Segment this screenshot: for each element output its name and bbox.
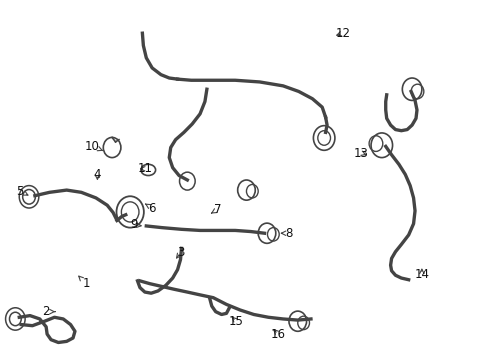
Text: 9: 9 — [130, 218, 141, 231]
Text: 7: 7 — [212, 203, 222, 216]
Text: 14: 14 — [415, 267, 429, 281]
Text: 11: 11 — [137, 162, 152, 175]
Text: 16: 16 — [271, 328, 286, 341]
Text: 2: 2 — [42, 305, 55, 318]
Text: 12: 12 — [335, 27, 350, 40]
Text: 13: 13 — [354, 147, 369, 159]
Text: 8: 8 — [281, 227, 293, 240]
Text: 3: 3 — [176, 246, 184, 259]
Text: 10: 10 — [85, 140, 103, 153]
Text: 1: 1 — [79, 276, 90, 290]
Text: 6: 6 — [146, 202, 156, 215]
Text: 5: 5 — [17, 185, 28, 198]
Text: 15: 15 — [229, 315, 244, 328]
Text: 4: 4 — [94, 168, 101, 181]
